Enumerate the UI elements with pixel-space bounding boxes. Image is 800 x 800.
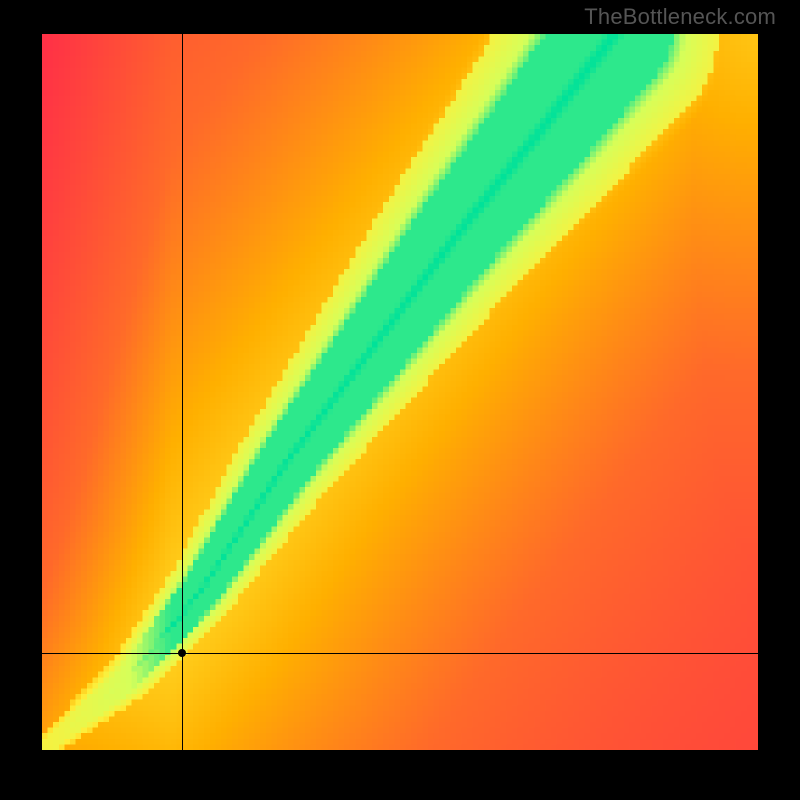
crosshair-dot	[178, 649, 186, 657]
heatmap-canvas	[42, 34, 758, 750]
heatmap-plot-area	[42, 34, 758, 750]
crosshair-vertical	[182, 34, 183, 750]
watermark-text: TheBottleneck.com	[584, 4, 776, 30]
crosshair-horizontal	[42, 653, 758, 654]
